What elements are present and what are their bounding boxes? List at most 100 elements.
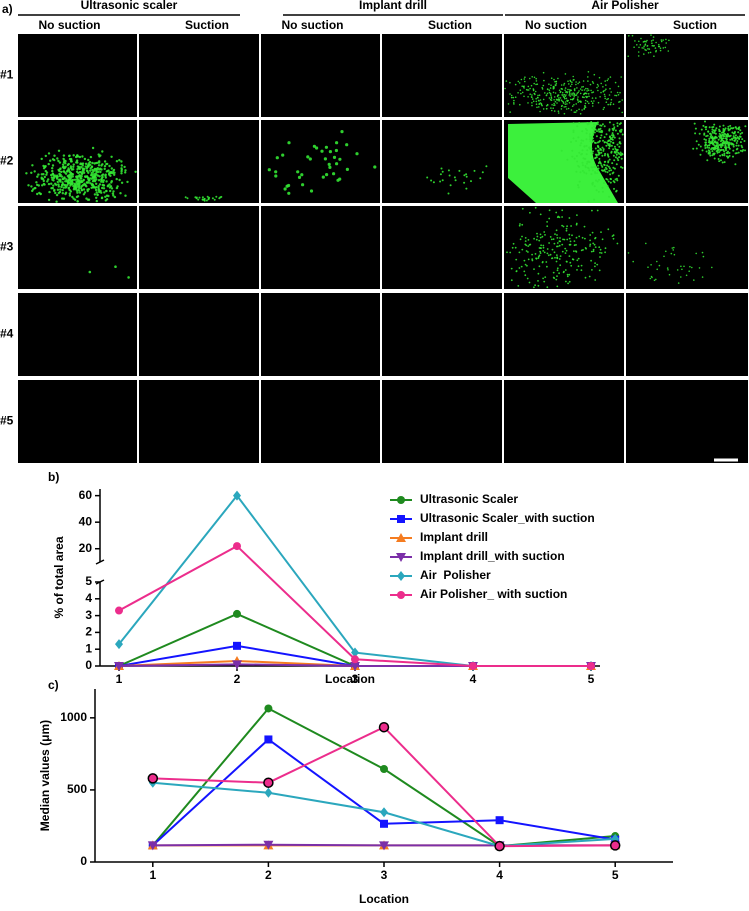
column-title: No suction xyxy=(282,18,344,32)
fluorescence-dot xyxy=(556,216,559,219)
fluorescence-dot xyxy=(582,157,585,160)
fluorescence-dot xyxy=(53,189,56,192)
fluorescence-dot xyxy=(612,129,615,132)
fluorescence-dot xyxy=(287,191,291,195)
fluorescence-dot xyxy=(726,152,729,155)
fluorescence-dot xyxy=(555,229,558,232)
fluorescence-dot xyxy=(447,169,450,172)
fluorescence-dot xyxy=(585,132,588,135)
fluorescence-dot xyxy=(568,273,571,276)
fluorescence-dot xyxy=(585,95,587,98)
fluorescence-dot xyxy=(87,158,90,162)
fluorescence-dot xyxy=(509,251,512,254)
fluorescence-dot xyxy=(103,165,107,168)
fluorescence-dot xyxy=(590,100,593,103)
fluorescence-dot xyxy=(594,147,597,150)
fluorescence-dot xyxy=(568,237,571,240)
fluorescence-dot xyxy=(660,39,663,41)
fluorescence-dot xyxy=(207,197,210,200)
fluorescence-dot xyxy=(53,154,56,157)
fluorescence-dot xyxy=(592,82,595,84)
fluorescence-dot xyxy=(530,96,533,98)
fluorescence-dot xyxy=(725,149,727,152)
fluorescence-dot xyxy=(198,196,201,199)
fluorescence-dot xyxy=(97,185,100,188)
fluorescence-dot xyxy=(585,162,588,165)
fluorescence-dot xyxy=(601,146,604,149)
fluorescence-dot xyxy=(594,128,597,131)
fluorescence-dot xyxy=(102,179,106,182)
fluorescence-dot xyxy=(525,88,528,91)
fluorescence-dot xyxy=(127,276,130,279)
fluorescence-dot xyxy=(532,100,535,103)
fluorescence-dot xyxy=(602,139,604,142)
fluorescence-dot xyxy=(529,93,531,95)
fluorescence-dot xyxy=(539,236,542,239)
fluorescence-dot xyxy=(72,163,75,166)
fluorescence-dot xyxy=(563,93,566,96)
fluorescence-dot xyxy=(646,39,648,42)
fluorescence-dot xyxy=(109,189,112,193)
fluorescence-dot xyxy=(557,112,560,114)
marker xyxy=(264,704,273,713)
fluorescence-dot xyxy=(612,141,615,144)
fluorescence-dot xyxy=(676,269,679,271)
fluorescence-dot xyxy=(40,176,43,179)
fluorescence-dot xyxy=(619,91,621,94)
fluorescence-dot xyxy=(562,238,564,241)
fluorescence-dot xyxy=(505,80,508,82)
fluorescence-dot xyxy=(325,173,329,177)
fluorescence-dot xyxy=(555,83,558,85)
fluorescence-dot xyxy=(555,260,558,263)
fluorescence-dot xyxy=(732,155,734,158)
fluorescence-dot xyxy=(538,102,541,105)
fluorescence-dot xyxy=(673,253,676,256)
fluorescence-dot xyxy=(605,133,608,136)
fluorescence-dot xyxy=(556,285,559,288)
fluorescence-dot xyxy=(600,131,603,134)
fluorescence-dot xyxy=(732,145,735,148)
fluorescence-dot xyxy=(601,186,604,189)
fluorescence-dot xyxy=(98,183,102,186)
fluorescence-dot xyxy=(108,186,112,189)
fluorescence-dot xyxy=(105,180,108,183)
fluorescence-dot xyxy=(61,177,64,181)
fluorescence-dot xyxy=(515,258,518,261)
fluorescence-dot xyxy=(539,99,542,101)
marker xyxy=(115,639,123,650)
fluorescence-dot xyxy=(523,259,526,262)
fluorescence-dot xyxy=(645,49,647,51)
x-tick-label: 4 xyxy=(496,868,503,882)
fluorescence-dot xyxy=(705,128,707,131)
fluorescence-dot xyxy=(78,155,82,159)
fluorescence-dot xyxy=(124,194,127,197)
fluorescence-dot xyxy=(123,165,126,169)
fluorescence-dot xyxy=(665,42,667,44)
fluorescence-dot xyxy=(563,270,565,273)
fluorescence-dot xyxy=(560,88,563,90)
fluorescence-dot xyxy=(522,85,525,88)
y-tick-label: 5 xyxy=(85,574,92,588)
fluorescence-dot xyxy=(722,131,725,134)
marker xyxy=(264,735,273,744)
fluorescence-dot xyxy=(578,108,580,111)
fluorescence-dot xyxy=(704,120,706,123)
fluorescence-dot xyxy=(711,266,713,269)
legend-marker xyxy=(397,571,405,581)
fluorescence-dot xyxy=(611,134,613,137)
fluorescence-dot xyxy=(723,154,726,157)
fluorescence-dot xyxy=(553,104,555,107)
fluorescence-dot xyxy=(579,92,582,95)
fluorescence-dot xyxy=(733,131,736,134)
fluorescence-dot xyxy=(86,188,89,191)
fluorescence-dot xyxy=(533,286,535,289)
fluorescence-dot xyxy=(481,171,484,174)
fluorescence-dot xyxy=(655,41,657,44)
fluorescence-dot xyxy=(539,213,542,216)
fluorescence-dot xyxy=(599,256,601,258)
fluorescence-dot xyxy=(584,157,587,160)
fluorescence-dot xyxy=(619,151,622,154)
fluorescence-dot xyxy=(572,122,575,125)
fluorescence-dot xyxy=(706,134,709,137)
fluorescence-dot xyxy=(708,137,711,140)
